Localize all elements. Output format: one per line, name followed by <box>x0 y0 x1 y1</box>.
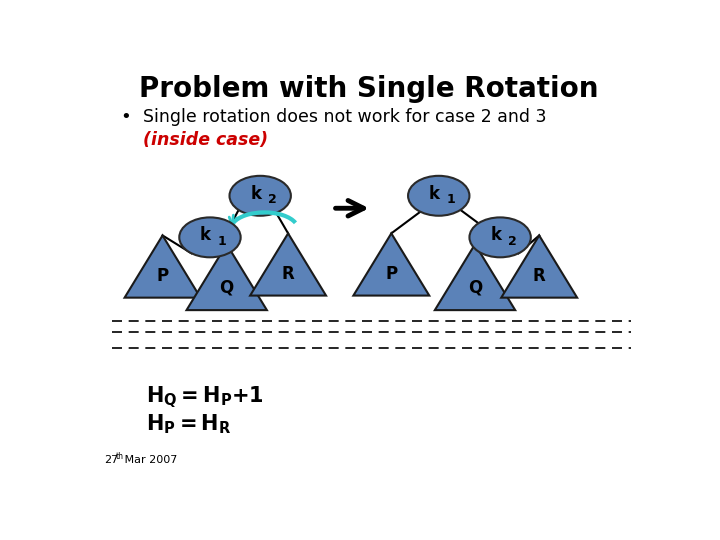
Text: 27: 27 <box>104 455 118 465</box>
Text: Mar 2007: Mar 2007 <box>121 455 177 465</box>
Polygon shape <box>501 235 577 298</box>
Ellipse shape <box>179 218 240 258</box>
Text: $\mathbf{H_Q{=}H_P{+}1}$: $\mathbf{H_Q{=}H_P{+}1}$ <box>145 385 264 410</box>
Text: 2: 2 <box>508 235 517 248</box>
Text: k: k <box>200 226 211 244</box>
Polygon shape <box>186 244 267 310</box>
Ellipse shape <box>408 176 469 216</box>
Text: $\mathbf{H_P{=}H_R}$: $\mathbf{H_P{=}H_R}$ <box>145 412 231 436</box>
Polygon shape <box>250 233 326 295</box>
Text: R: R <box>282 265 294 283</box>
Text: th: th <box>116 451 125 461</box>
Text: Q: Q <box>468 278 482 296</box>
Text: Q: Q <box>220 278 234 296</box>
Polygon shape <box>125 235 200 298</box>
Text: (inside case): (inside case) <box>143 131 268 150</box>
Ellipse shape <box>230 176 291 216</box>
Text: P: P <box>156 267 168 285</box>
Text: P: P <box>385 265 397 283</box>
Text: k: k <box>251 185 261 202</box>
Text: Single rotation does not work for case 2 and 3: Single rotation does not work for case 2… <box>143 109 546 126</box>
Text: 1: 1 <box>218 235 227 248</box>
Text: Problem with Single Rotation: Problem with Single Rotation <box>139 75 599 103</box>
Text: k: k <box>490 226 501 244</box>
Text: k: k <box>429 185 440 202</box>
Text: 2: 2 <box>268 193 277 206</box>
Ellipse shape <box>469 218 531 258</box>
Text: 1: 1 <box>446 193 456 206</box>
Polygon shape <box>435 244 516 310</box>
Text: R: R <box>533 267 546 285</box>
Text: •: • <box>121 109 132 126</box>
Polygon shape <box>354 233 429 295</box>
